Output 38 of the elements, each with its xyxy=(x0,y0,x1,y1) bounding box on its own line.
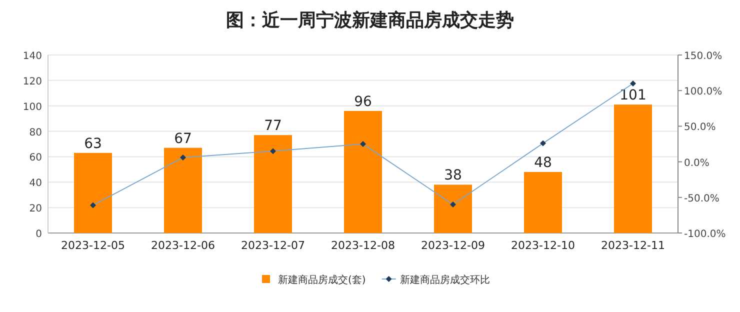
y-tick-label: 60 xyxy=(29,152,42,164)
x-tick-label: 2023-12-08 xyxy=(331,239,395,252)
legend-label: 新建商品房成交环比 xyxy=(400,274,490,286)
legend-label: 新建商品房成交(套) xyxy=(278,274,366,286)
data-label: 96 xyxy=(354,94,372,110)
y-tick-label: 100 xyxy=(22,102,42,113)
x-tick-label: 2023-12-06 xyxy=(151,239,215,252)
y2-tick-label: 0.0% xyxy=(684,158,710,169)
y2-tick-label: -100.0% xyxy=(684,229,726,240)
data-label: 67 xyxy=(174,130,192,147)
bar xyxy=(434,184,472,233)
data-label: 48 xyxy=(534,154,552,171)
x-tick-label: 2023-12-11 xyxy=(601,239,665,252)
y-tick-label: 0 xyxy=(36,229,42,240)
data-label: 77 xyxy=(264,118,282,134)
bar xyxy=(524,172,562,233)
bar xyxy=(164,148,202,233)
y-tick-label: 120 xyxy=(22,76,42,88)
data-label: 38 xyxy=(444,168,462,184)
bar xyxy=(344,110,382,233)
y2-tick-label: 50.0% xyxy=(684,122,716,134)
data-label: 101 xyxy=(620,88,646,104)
y2-tick-label: 150.0% xyxy=(684,51,722,62)
bar xyxy=(74,152,112,233)
chart-title: 图：近一周宁波新建商品房成交走势 xyxy=(226,10,514,31)
y-tick-label: 80 xyxy=(29,127,42,138)
x-tick-label: 2023-12-10 xyxy=(511,239,575,252)
x-tick-label: 2023-12-05 xyxy=(61,239,125,252)
y-tick-label: 140 xyxy=(22,51,42,62)
x-tick-label: 2023-12-09 xyxy=(421,239,485,252)
y-tick-label: 20 xyxy=(29,204,42,215)
data-label: 63 xyxy=(84,136,102,152)
y2-tick-label: -50.0% xyxy=(684,193,720,204)
x-tick-label: 2023-12-07 xyxy=(241,239,305,252)
bar xyxy=(254,135,292,233)
y-tick-label: 40 xyxy=(29,178,42,190)
y2-tick-label: 100.0% xyxy=(684,86,722,98)
bar xyxy=(614,104,652,233)
